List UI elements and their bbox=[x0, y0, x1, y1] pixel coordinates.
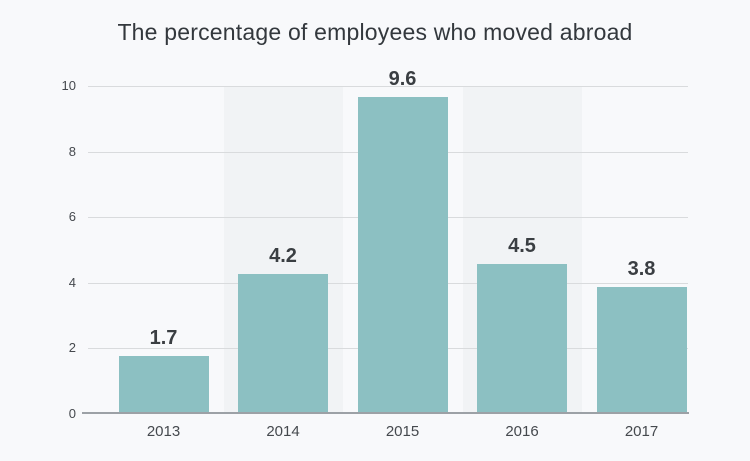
bar-2017 bbox=[596, 287, 687, 412]
bar-value-label: 4.2 bbox=[269, 245, 297, 267]
bar-2015 bbox=[357, 97, 448, 412]
y-tick-label: 0 bbox=[68, 406, 76, 421]
y-tick-label: 6 bbox=[68, 209, 76, 224]
x-tick-label: 2016 bbox=[505, 423, 539, 440]
bar-2016 bbox=[477, 264, 567, 412]
gridline bbox=[88, 86, 688, 87]
bar-value-label: 3.8 bbox=[627, 258, 656, 280]
bar-value-label: 1.7 bbox=[149, 327, 178, 349]
x-tick-label: 2017 bbox=[624, 423, 659, 440]
x-tick-label: 2014 bbox=[266, 423, 300, 440]
y-tick-label: 8 bbox=[68, 144, 76, 159]
x-axis-line bbox=[82, 412, 689, 414]
y-tick-label: 2 bbox=[68, 340, 76, 355]
x-tick-label: 2013 bbox=[146, 423, 181, 440]
y-tick-label: 4 bbox=[68, 275, 76, 290]
bar-2013 bbox=[118, 356, 209, 412]
bar-2014 bbox=[238, 274, 328, 412]
bar-value-label: 9.6 bbox=[388, 68, 417, 90]
y-tick-label: 10 bbox=[61, 78, 76, 93]
x-tick-label: 2015 bbox=[385, 423, 420, 440]
chart-title: The percentage of employees who moved ab… bbox=[117, 19, 633, 45]
bar-value-label: 4.5 bbox=[508, 235, 536, 257]
